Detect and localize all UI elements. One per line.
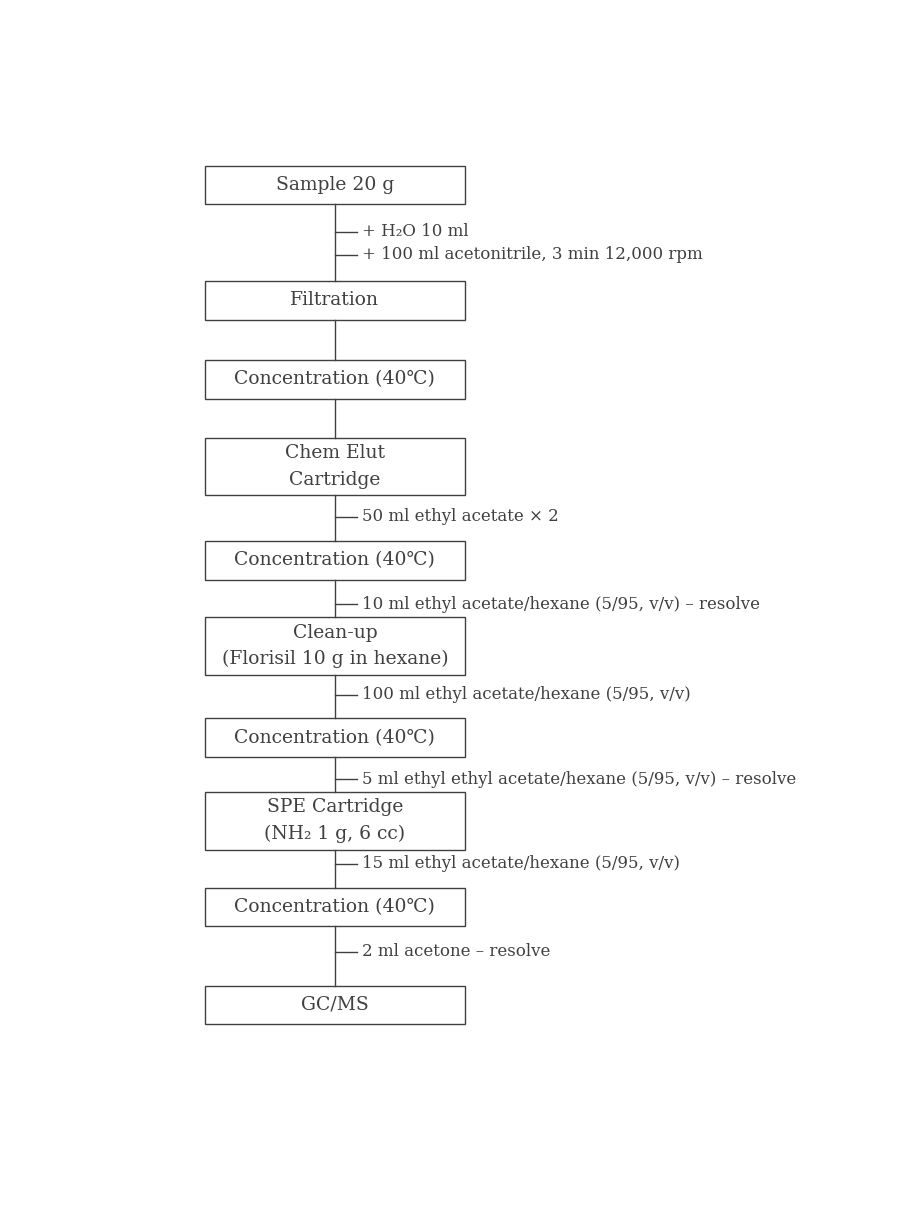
- Bar: [205, 541, 465, 580]
- Text: Chem Elut
Cartridge: Chem Elut Cartridge: [285, 444, 385, 488]
- Bar: [205, 888, 465, 926]
- Bar: [205, 281, 465, 320]
- Text: Sample 20 g: Sample 20 g: [275, 176, 394, 194]
- Text: SPE Cartridge
(NH₂ 1 g, 6 cc): SPE Cartridge (NH₂ 1 g, 6 cc): [265, 798, 405, 843]
- Bar: [205, 792, 465, 850]
- Text: Concentration (40℃): Concentration (40℃): [234, 370, 435, 388]
- Text: 5 ml ethyl ethyl acetate/hexane (5/95, v/v) – resolve: 5 ml ethyl ethyl acetate/hexane (5/95, v…: [362, 771, 797, 788]
- Text: 10 ml ethyl acetate/hexane (5/95, v/v) – resolve: 10 ml ethyl acetate/hexane (5/95, v/v) –…: [362, 596, 760, 613]
- Text: Concentration (40℃): Concentration (40℃): [234, 551, 435, 569]
- Bar: [205, 617, 465, 675]
- Text: Concentration (40℃): Concentration (40℃): [234, 898, 435, 917]
- Text: Clean-up
(Florisil 10 g in hexane): Clean-up (Florisil 10 g in hexane): [222, 624, 448, 668]
- Text: + H₂O 10 ml: + H₂O 10 ml: [362, 223, 469, 240]
- Text: 2 ml acetone – resolve: 2 ml acetone – resolve: [362, 943, 551, 960]
- Text: + 100 ml acetonitrile, 3 min 12,000 rpm: + 100 ml acetonitrile, 3 min 12,000 rpm: [362, 246, 703, 263]
- Bar: [205, 719, 465, 757]
- Text: 100 ml ethyl acetate/hexane (5/95, v/v): 100 ml ethyl acetate/hexane (5/95, v/v): [362, 686, 691, 703]
- Text: 50 ml ethyl acetate × 2: 50 ml ethyl acetate × 2: [362, 508, 559, 525]
- Text: Filtration: Filtration: [291, 292, 379, 309]
- Bar: [205, 165, 465, 204]
- Bar: [205, 438, 465, 496]
- Text: GC/MS: GC/MS: [301, 996, 369, 1014]
- Bar: [205, 361, 465, 399]
- Bar: [205, 985, 465, 1024]
- Text: 15 ml ethyl acetate/hexane (5/95, v/v): 15 ml ethyl acetate/hexane (5/95, v/v): [362, 855, 680, 872]
- Text: Concentration (40℃): Concentration (40℃): [234, 728, 435, 747]
